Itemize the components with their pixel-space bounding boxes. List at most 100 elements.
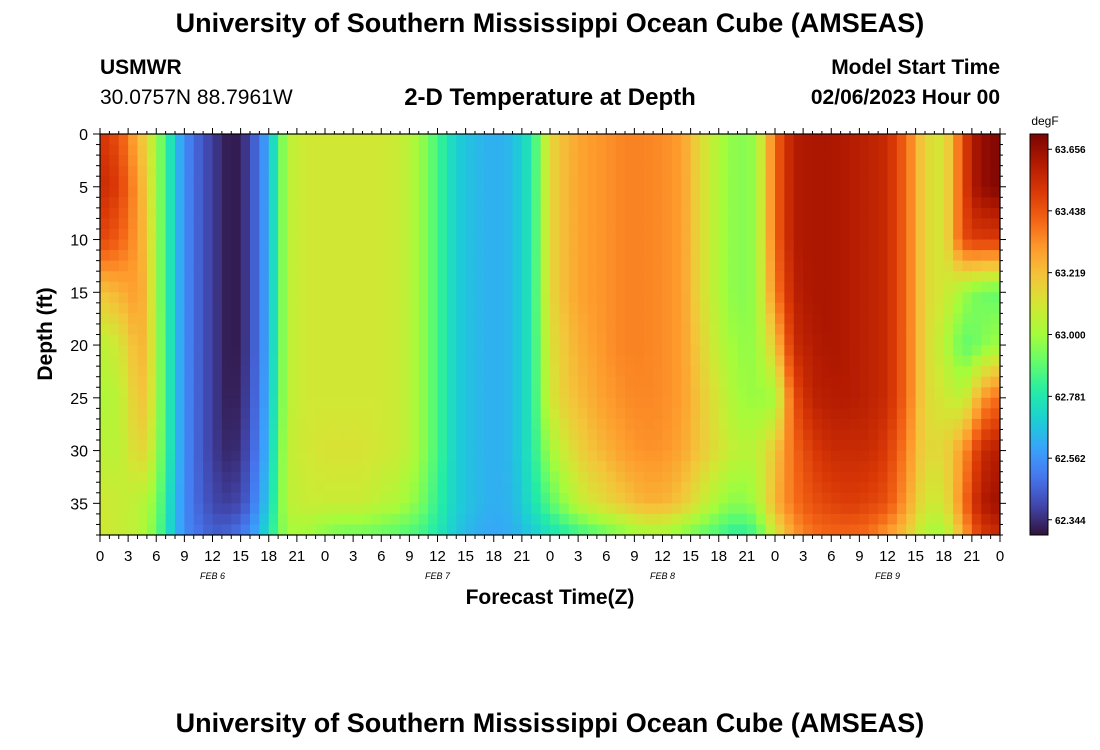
heatmap-cell — [306, 250, 317, 262]
heatmap-cell — [578, 440, 589, 452]
heatmap-cell — [878, 376, 889, 388]
heatmap-cell — [559, 176, 570, 188]
heatmap-cell — [118, 313, 129, 325]
heatmap-cell — [634, 197, 645, 209]
heatmap-cell — [728, 313, 739, 325]
heatmap-cell — [737, 418, 748, 431]
heatmap-cell — [212, 176, 223, 188]
heatmap-cell — [109, 176, 120, 188]
heatmap-cell — [934, 176, 945, 188]
heatmap-cell — [550, 450, 560, 462]
heatmap-cell — [315, 228, 326, 241]
heatmap-cell — [887, 387, 898, 399]
heatmap-cell — [193, 271, 204, 283]
heatmap-cell — [287, 471, 298, 483]
heatmap-cell — [793, 218, 804, 230]
heatmap-cell — [503, 397, 514, 409]
heatmap-cell — [756, 134, 767, 146]
heatmap-cell — [343, 450, 354, 462]
heatmap-cell — [671, 155, 682, 167]
heatmap-cell — [146, 144, 157, 156]
heatmap-cell — [278, 144, 289, 156]
heatmap-cell — [596, 281, 607, 293]
heatmap-cell — [156, 387, 167, 399]
heatmap-cell — [634, 524, 645, 535]
heatmap-cell — [146, 492, 157, 504]
heatmap-cell — [362, 471, 373, 483]
heatmap-cell — [465, 134, 476, 146]
heatmap-cell — [240, 260, 251, 272]
heatmap-cell — [446, 218, 457, 230]
heatmap-cell — [906, 334, 917, 346]
heatmap-cell — [971, 281, 982, 293]
heatmap-cell — [718, 492, 729, 504]
heatmap-cell — [221, 418, 232, 431]
heatmap-cell — [578, 302, 589, 314]
heatmap-cell — [296, 302, 307, 314]
heatmap-cell — [231, 197, 242, 209]
heatmap-cell — [850, 176, 860, 188]
heatmap-cell — [381, 524, 392, 535]
heatmap-cell — [371, 450, 382, 462]
heatmap-cell — [765, 271, 776, 283]
heatmap-cell — [906, 197, 917, 209]
heatmap-cell — [850, 165, 860, 177]
heatmap-cell — [943, 313, 954, 325]
heatmap-cell — [343, 387, 354, 399]
heatmap-cell — [400, 334, 410, 346]
heatmap-cell — [662, 450, 673, 462]
heatmap-cell — [456, 323, 467, 336]
heatmap-cell — [643, 418, 654, 431]
heatmap-cell — [596, 323, 607, 336]
heatmap-cell — [793, 165, 804, 177]
heatmap-cell — [409, 292, 420, 304]
heatmap-cell — [728, 387, 739, 399]
heatmap-cell — [878, 271, 889, 283]
heatmap-cell — [756, 376, 767, 388]
heatmap-cell — [578, 134, 589, 146]
heatmap-cell — [868, 313, 879, 325]
heatmap-cell — [765, 397, 776, 409]
heatmap-cell — [765, 450, 776, 462]
heatmap-cell — [334, 186, 345, 198]
heatmap-cell — [371, 281, 382, 293]
heatmap-cell — [878, 144, 889, 156]
heatmap-cell — [118, 418, 129, 431]
heatmap-cell — [334, 408, 345, 420]
heatmap-cell — [568, 197, 579, 209]
heatmap-cell — [446, 144, 457, 156]
heatmap-cell — [887, 503, 898, 515]
heatmap-cell — [175, 440, 185, 452]
heatmap-cell — [971, 418, 982, 431]
heatmap-cell — [409, 397, 420, 409]
heatmap-cell — [793, 387, 804, 399]
heatmap-cell — [775, 524, 785, 535]
heatmap-cell — [596, 471, 607, 483]
heatmap-cell — [175, 271, 185, 283]
heatmap-cell — [756, 239, 767, 251]
heatmap-cell — [390, 397, 401, 409]
heatmap-cell — [709, 513, 720, 526]
heatmap-cell — [868, 207, 879, 220]
heatmap-cell — [906, 155, 917, 167]
heatmap-cell — [765, 408, 776, 420]
heatmap-cell — [231, 292, 242, 304]
heatmap-cell — [859, 450, 870, 462]
heatmap-cell — [250, 376, 260, 388]
heatmap-cell — [184, 218, 195, 230]
heatmap-cell — [465, 250, 476, 262]
heatmap-cell — [700, 440, 710, 452]
heatmap-cell — [100, 281, 110, 293]
heatmap-cell — [353, 397, 364, 409]
heatmap-cell — [221, 144, 232, 156]
heatmap-cell — [803, 323, 814, 336]
heatmap-cell — [475, 144, 485, 156]
heatmap-cell — [550, 271, 560, 283]
heatmap-cell — [643, 281, 654, 293]
heatmap-cell — [428, 218, 439, 230]
heatmap-cell — [362, 334, 373, 346]
heatmap-cell — [296, 450, 307, 462]
heatmap-cell — [990, 450, 1000, 462]
heatmap-cell — [531, 492, 542, 504]
heatmap-cell — [184, 418, 195, 431]
